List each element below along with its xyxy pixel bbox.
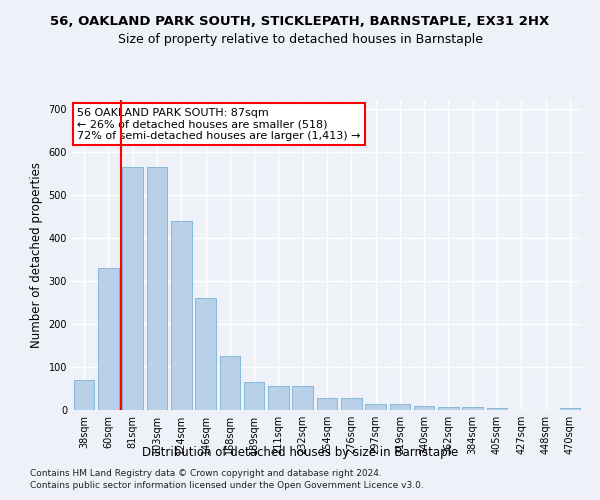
Text: 56, OAKLAND PARK SOUTH, STICKLEPATH, BARNSTAPLE, EX31 2HX: 56, OAKLAND PARK SOUTH, STICKLEPATH, BAR… [50, 15, 550, 28]
Bar [341, 398, 362, 410]
Bar [146, 166, 167, 410]
Bar [74, 380, 94, 410]
Bar [487, 408, 508, 410]
Bar [268, 386, 289, 410]
Bar [171, 220, 191, 410]
Bar [414, 406, 434, 410]
Y-axis label: Number of detached properties: Number of detached properties [30, 162, 43, 348]
Bar [463, 406, 483, 410]
Bar [438, 406, 459, 410]
Bar [122, 166, 143, 410]
Bar [195, 298, 216, 410]
Bar [220, 356, 240, 410]
Text: Contains HM Land Registry data © Crown copyright and database right 2024.: Contains HM Land Registry data © Crown c… [30, 468, 382, 477]
Text: 56 OAKLAND PARK SOUTH: 87sqm
← 26% of detached houses are smaller (518)
72% of s: 56 OAKLAND PARK SOUTH: 87sqm ← 26% of de… [77, 108, 361, 141]
Text: Distribution of detached houses by size in Barnstaple: Distribution of detached houses by size … [142, 446, 458, 459]
Bar [98, 268, 119, 410]
Bar [389, 404, 410, 410]
Bar [244, 382, 265, 410]
Bar [560, 408, 580, 410]
Text: Size of property relative to detached houses in Barnstaple: Size of property relative to detached ho… [118, 32, 482, 46]
Bar [317, 398, 337, 410]
Bar [365, 404, 386, 410]
Text: Contains public sector information licensed under the Open Government Licence v3: Contains public sector information licen… [30, 481, 424, 490]
Bar [292, 386, 313, 410]
